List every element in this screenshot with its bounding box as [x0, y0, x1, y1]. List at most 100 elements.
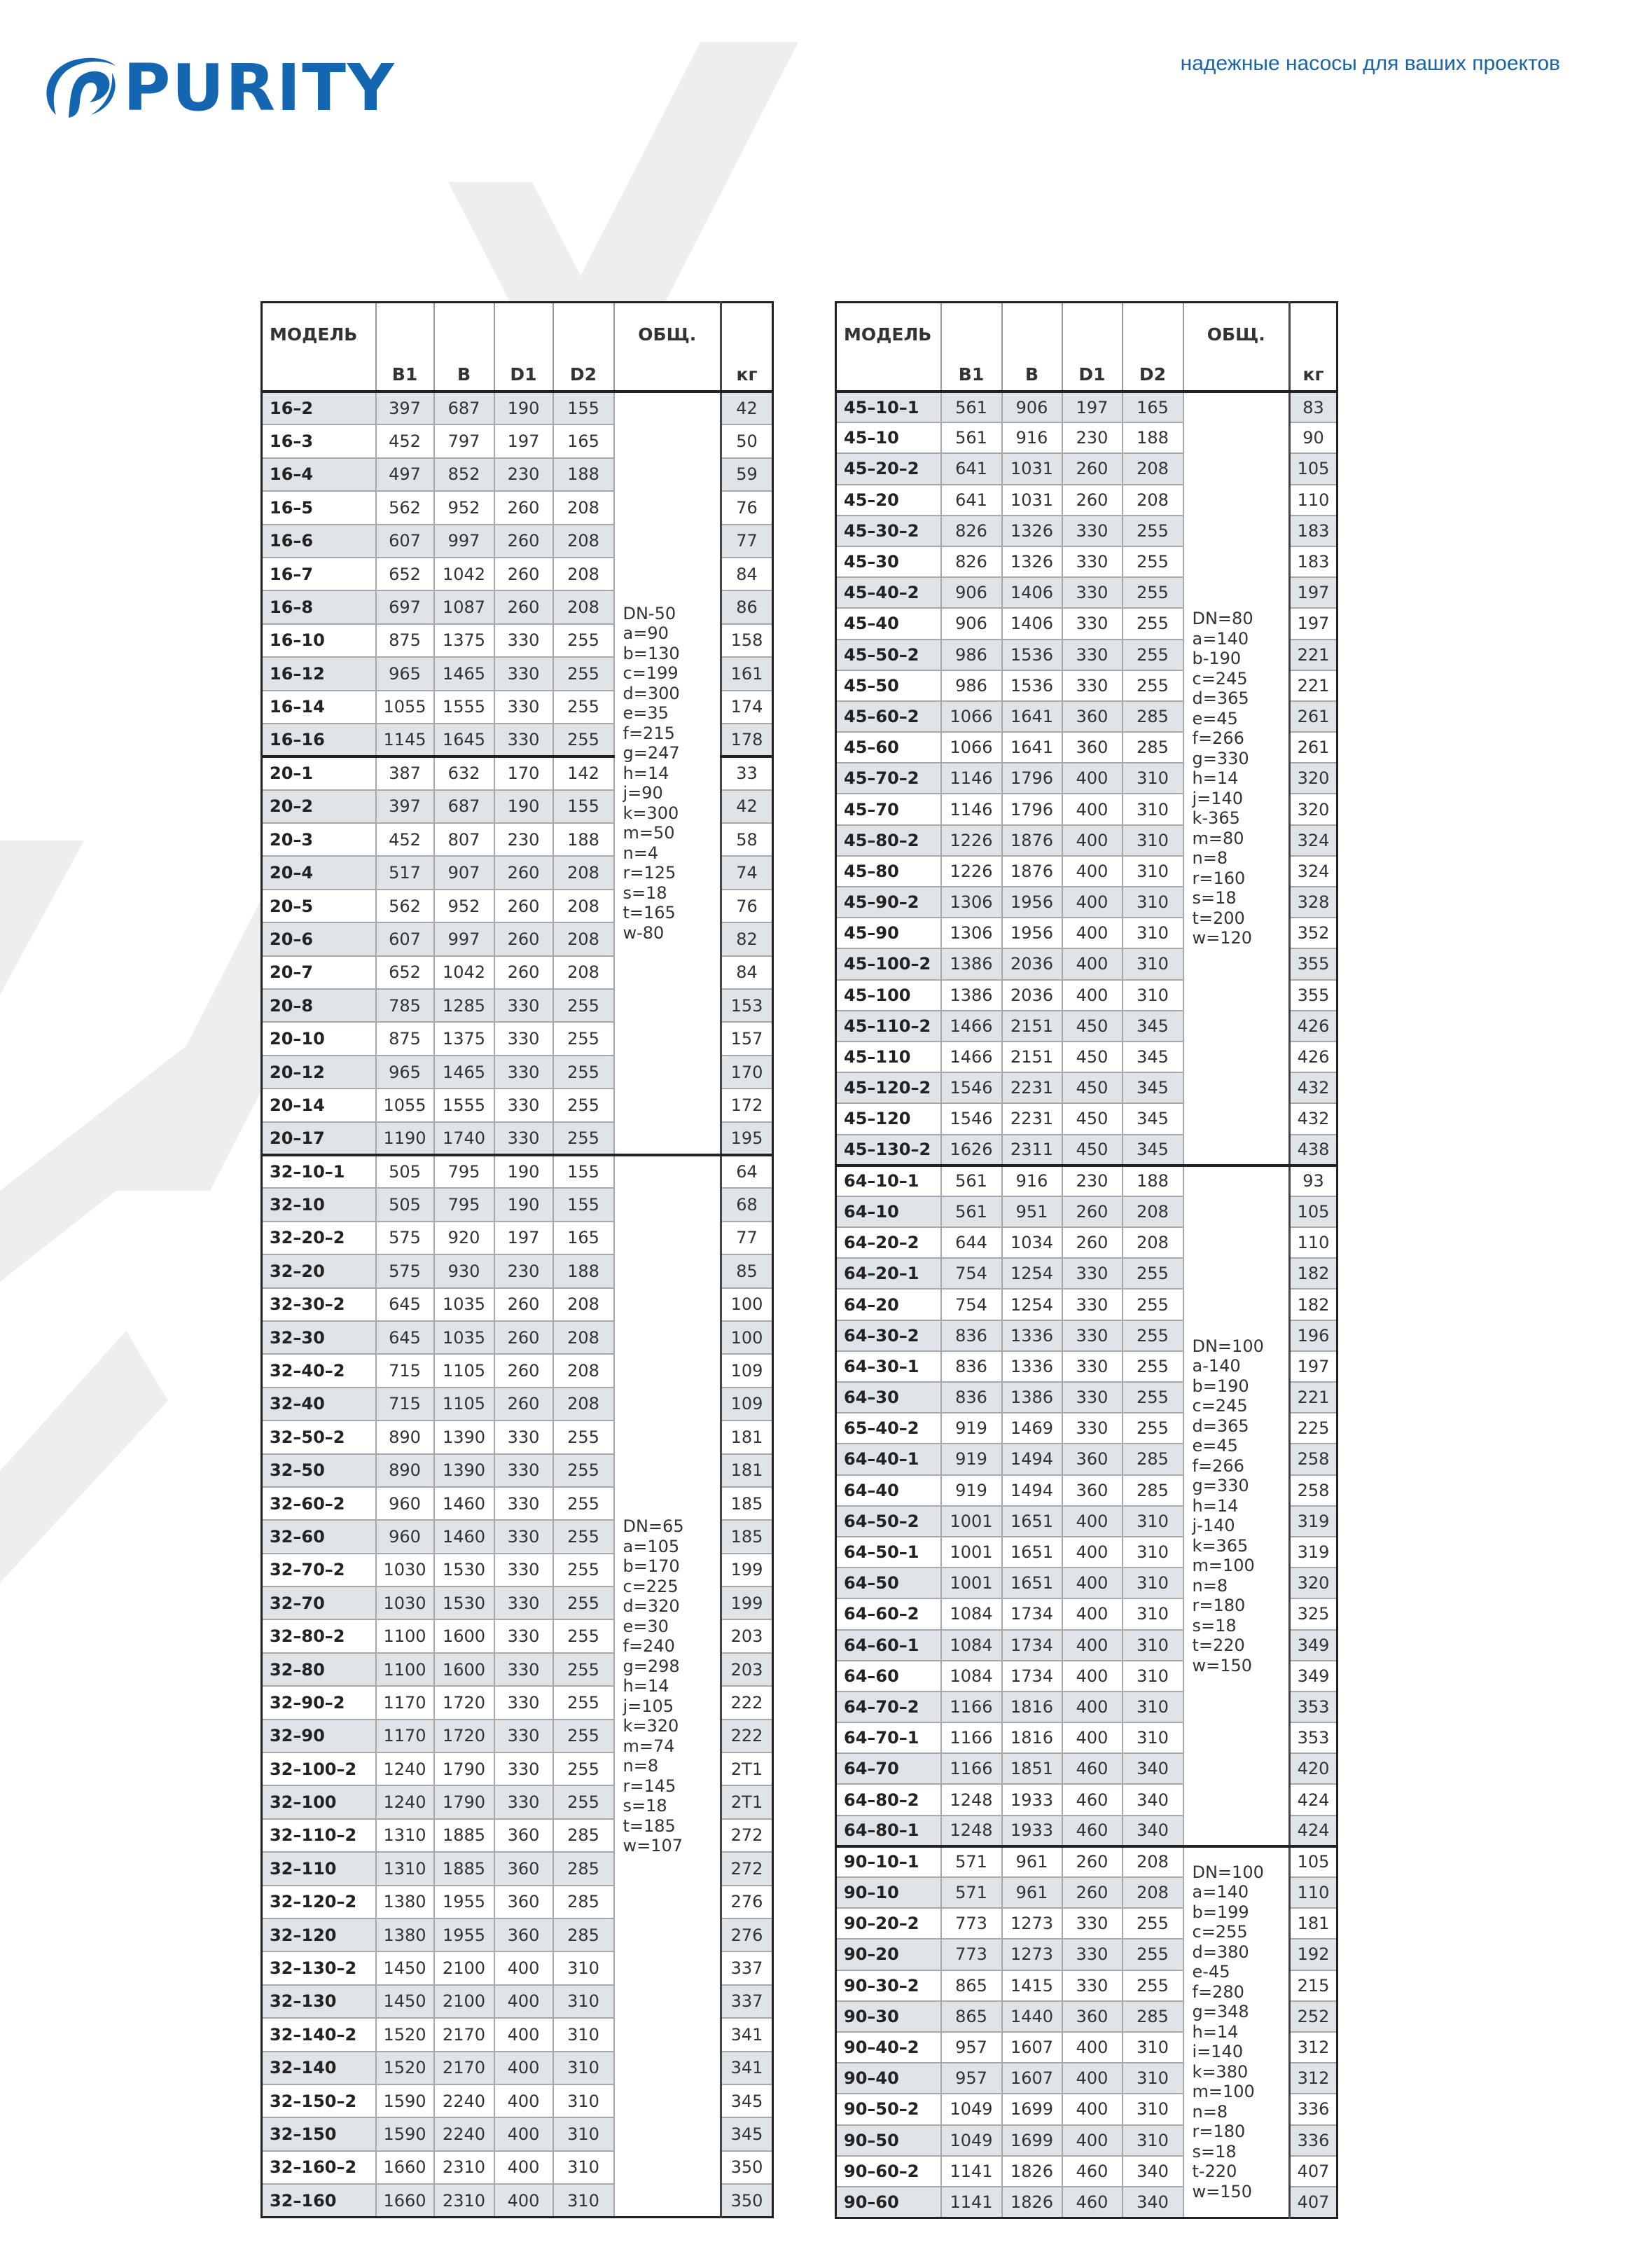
- cell-model: 32–40–2: [260, 1353, 377, 1388]
- cell-d1: 330: [493, 1552, 554, 1588]
- cell-model: 90–10: [835, 1876, 942, 1909]
- cell-b1: 1226: [940, 855, 1003, 888]
- cell-d2: 155: [552, 1187, 615, 1222]
- cell-d2: 208: [552, 888, 615, 924]
- cell-b1: 1146: [940, 762, 1003, 795]
- cell-d2: 285: [1121, 2000, 1184, 2033]
- cell-kg: 272: [720, 1851, 774, 1886]
- table-row: 45–60 1066 1641 360 285 261: [835, 731, 1338, 764]
- cell-b: 2231: [1001, 1102, 1063, 1135]
- cell-b1: 1166: [940, 1752, 1003, 1785]
- table-row: 64–70–1 1166 1816 400 310 353: [835, 1722, 1338, 1755]
- table-row: 45–30 826 1326 330 255 183: [835, 545, 1338, 579]
- cell-model: 45–50–2: [835, 638, 942, 671]
- cell-model: 90–30–2: [835, 1969, 942, 2002]
- table-row: 64–50–1 1001 1651 400 310 319: [835, 1535, 1338, 1569]
- cell-d2: 208: [1121, 1226, 1184, 1259]
- cell-kg: 161: [720, 656, 774, 691]
- cell-b: 1555: [433, 1088, 495, 1123]
- cell-b1: 986: [940, 638, 1003, 671]
- table-row: 32–90 1170 1720 330 255 222: [260, 1718, 774, 1754]
- cell-b: 1796: [1001, 762, 1063, 795]
- cell-model: 90–60: [835, 2185, 942, 2219]
- cell-d2: 255: [1121, 545, 1184, 579]
- cell-d1: 330: [1061, 1350, 1123, 1383]
- cell-b1: 561: [940, 1195, 1003, 1229]
- cell-model: 90–50: [835, 2124, 942, 2157]
- cell-model: 32–140: [260, 2050, 377, 2085]
- cell-kg: 258: [1288, 1443, 1338, 1476]
- table-row: 45–60–2 1066 1641 360 285 261: [835, 700, 1338, 733]
- cell-kg: 77: [720, 523, 774, 558]
- cell-b1: 497: [375, 457, 435, 492]
- cell-kg: 337: [720, 1951, 774, 1986]
- cell-d1: 260: [493, 1320, 554, 1355]
- cell-d2: 310: [1121, 2031, 1184, 2064]
- cell-kg: 58: [720, 822, 774, 857]
- cell-b: 1460: [433, 1486, 495, 1521]
- cell-d2: 142: [552, 755, 615, 791]
- cell-d2: 255: [552, 623, 615, 658]
- table-row: 64–20 754 1254 330 255 182: [835, 1288, 1338, 1321]
- cell-b: 1465: [433, 1054, 495, 1090]
- cell-b: 1955: [433, 1884, 495, 1919]
- table-row: 32–40 715 1105 260 208 109: [260, 1386, 774, 1422]
- table-row: 64–70 1166 1851 460 340 420: [835, 1752, 1338, 1785]
- cell-b1: 1190: [375, 1121, 435, 1156]
- cell-kg: 438: [1288, 1133, 1338, 1166]
- table-row: 45–70 1146 1796 400 310 320: [835, 793, 1338, 826]
- cell-b1: 1380: [375, 1917, 435, 1953]
- table-row: 45–120–2 1546 2231 450 345 432: [835, 1072, 1338, 1105]
- cell-d1: 330: [493, 1420, 554, 1455]
- cell-model: 45–90: [835, 917, 942, 950]
- cell-b: 1273: [1001, 1938, 1063, 1971]
- cell-b1: 826: [940, 545, 1003, 579]
- cell-kg: 181: [1288, 1907, 1338, 1940]
- cell-d2: 255: [1121, 1938, 1184, 1971]
- cell-d2: 310: [552, 1951, 615, 1986]
- cell-d1: 460: [1061, 1814, 1123, 1847]
- cell-d2: 208: [552, 1320, 615, 1355]
- cell-kg: 355: [1288, 948, 1338, 981]
- cell-model: 90–40–2: [835, 2031, 942, 2064]
- cell-model: 45–10: [835, 422, 942, 455]
- cell-d1: 190: [493, 390, 554, 426]
- cell-d1: 400: [1061, 2031, 1123, 2064]
- cell-b: 1326: [1001, 545, 1063, 579]
- table-row: 64–60 1084 1734 400 310 349: [835, 1659, 1338, 1692]
- table-row: 32–160–2 1660 2310 400 310 350: [260, 2150, 774, 2185]
- cell-kg: 312: [1288, 2062, 1338, 2095]
- table-row: 64–30–1 836 1336 330 255 197: [835, 1350, 1338, 1383]
- cell-d1: 330: [1061, 1288, 1123, 1321]
- cell-b: 952: [433, 490, 495, 525]
- cell-d2: 255: [552, 1054, 615, 1090]
- cell-model: 64–20–2: [835, 1226, 942, 1259]
- cell-kg: 110: [1288, 1226, 1338, 1259]
- cell-model: 90–30: [835, 2000, 942, 2033]
- cell-d1: 400: [493, 2150, 554, 2185]
- cell-d2: 255: [552, 1785, 615, 1820]
- cell-d2: 255: [1121, 607, 1184, 640]
- cell-kg: 261: [1288, 731, 1338, 764]
- cell-b: 1607: [1001, 2031, 1063, 2064]
- cell-d2: 208: [1121, 1844, 1184, 1879]
- cell-kg: 276: [720, 1884, 774, 1919]
- cell-d1: 400: [1061, 1535, 1123, 1569]
- cell-d2: 310: [1121, 917, 1184, 950]
- cell-b1: 1049: [940, 2124, 1003, 2157]
- cell-d1: 260: [493, 955, 554, 990]
- header-common: ОБЩ.: [1182, 302, 1290, 393]
- cell-b: 1042: [433, 556, 495, 592]
- cell-d2: 310: [1121, 1598, 1184, 1631]
- cell-d2: 310: [1121, 2093, 1184, 2126]
- cell-d1: 260: [1061, 1844, 1123, 1879]
- cell-model: 16–14: [260, 689, 377, 724]
- cell-b1: 652: [375, 955, 435, 990]
- cell-kg: 197: [1288, 607, 1338, 640]
- cell-d1: 330: [1061, 545, 1123, 579]
- cell-b1: 397: [375, 789, 435, 824]
- cell-d2: 255: [552, 1652, 615, 1687]
- dimensions-table-left: МОДЕЛЬ B1 B D1 D2 ОБЩ. кг 16–2 397 687 190 1…: [260, 301, 774, 2218]
- cell-common-specs: DN-50 a=90 b=130 c=199 d=300 e=35 f=215 …: [613, 391, 722, 1156]
- cell-kg: 341: [720, 2017, 774, 2052]
